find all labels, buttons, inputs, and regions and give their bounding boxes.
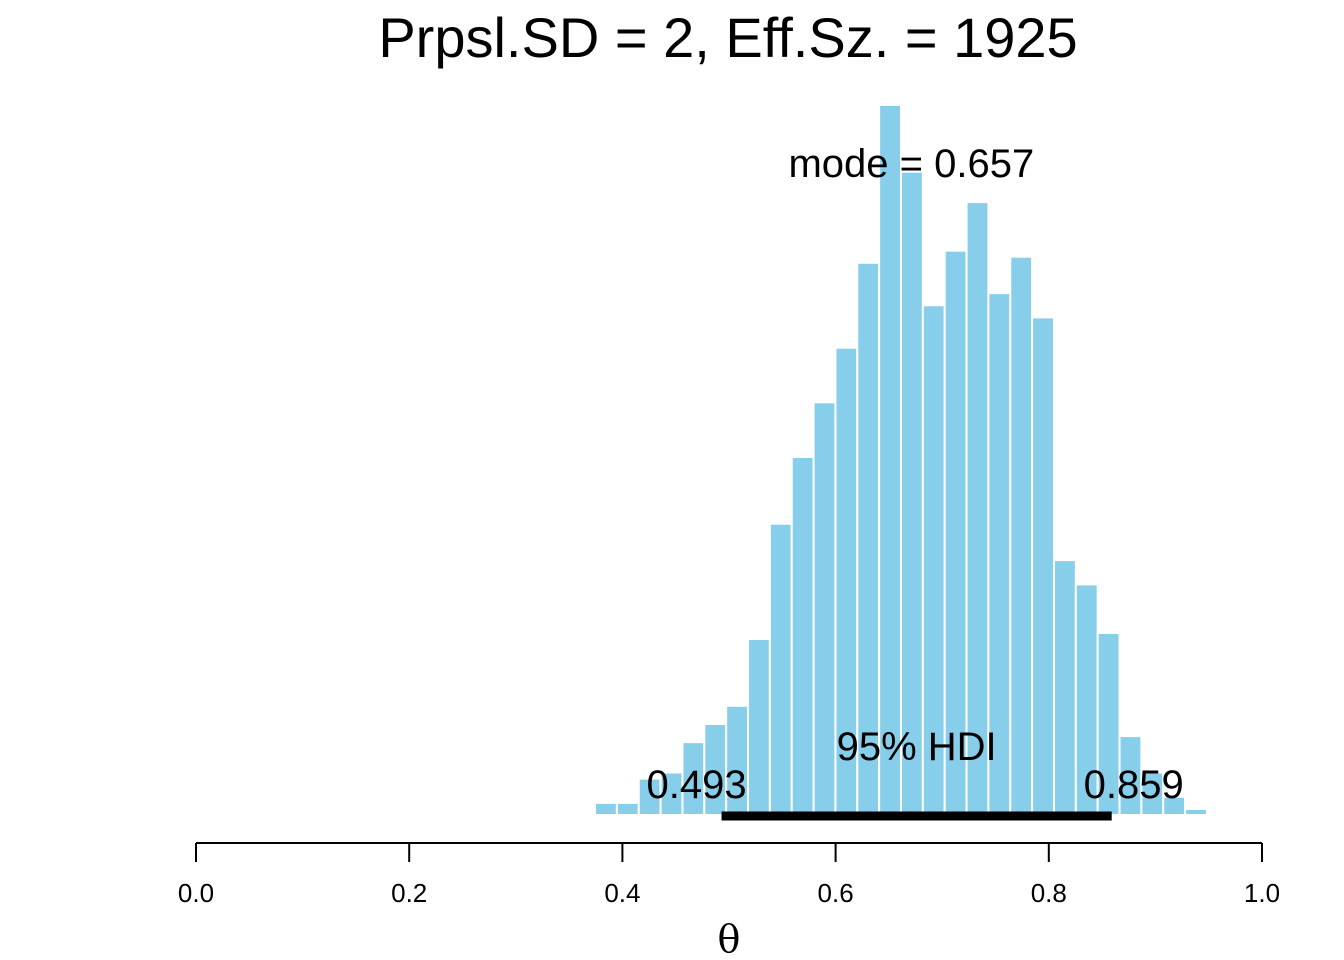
histogram-bar-19 bbox=[1009, 255, 1034, 816]
histogram-bar-7 bbox=[747, 638, 771, 816]
x-tick-label-1: 0.2 bbox=[391, 878, 427, 908]
x-tick-label-0: 0.0 bbox=[178, 878, 214, 908]
x-tick-label-2: 0.4 bbox=[604, 878, 640, 908]
x-axis-label: θ bbox=[718, 917, 741, 960]
chart-title: Prpsl.SD = 2, Eff.Sz. = 1925 bbox=[378, 6, 1077, 69]
histogram-bar-0 bbox=[594, 801, 618, 816]
histogram-bar-26 bbox=[1162, 795, 1187, 816]
histogram-bar-8 bbox=[768, 522, 793, 816]
x-tick-label-5: 1.0 bbox=[1244, 878, 1280, 908]
mode-label: mode = 0.657 bbox=[788, 142, 1034, 186]
histogram-bars bbox=[594, 104, 1208, 817]
histogram-bar-21 bbox=[1052, 559, 1077, 817]
x-axis-ticks: 0.0 0.2 0.4 0.6 0.8 1.0 bbox=[178, 843, 1280, 908]
hdi-high-label: 0.859 bbox=[1084, 763, 1184, 807]
hdi-label: 95% HDI bbox=[837, 725, 997, 769]
histogram-bar-25 bbox=[1140, 771, 1165, 816]
histogram-bar-27 bbox=[1184, 807, 1208, 817]
hdi-low-label: 0.493 bbox=[646, 763, 746, 807]
histogram-bar-17 bbox=[965, 201, 990, 817]
histogram-bar-13 bbox=[878, 104, 902, 816]
histogram-bar-14 bbox=[899, 170, 924, 816]
x-tick-label-4: 0.8 bbox=[1031, 878, 1067, 908]
x-tick-label-3: 0.6 bbox=[818, 878, 854, 908]
histogram-bar-20 bbox=[1031, 316, 1055, 816]
histogram-bar-9 bbox=[790, 455, 815, 816]
histogram-bar-10 bbox=[812, 401, 837, 816]
histogram-bar-1 bbox=[615, 801, 640, 816]
